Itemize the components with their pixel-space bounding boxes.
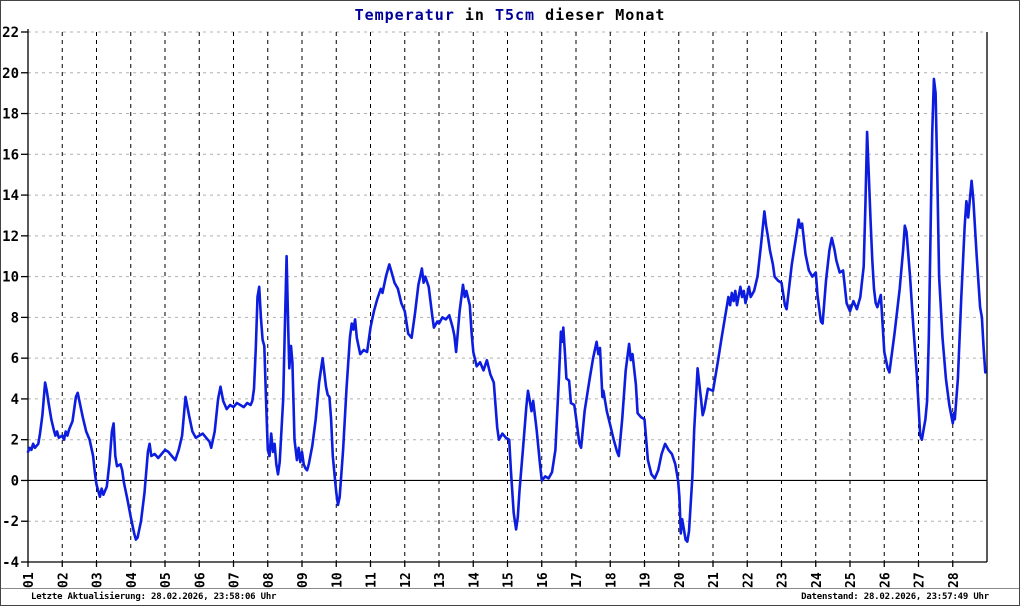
- x-tick-label: 25: [844, 572, 859, 588]
- x-tick-label: 24: [810, 572, 825, 588]
- y-tick-label: 4: [11, 392, 19, 408]
- x-tick-label: 15: [502, 572, 517, 588]
- x-tick-label: 20: [673, 572, 688, 588]
- x-tick-label: 06: [193, 572, 208, 588]
- y-tick-label: 18: [2, 107, 19, 123]
- x-tick-label: 10: [330, 572, 345, 588]
- x-tick-label: 07: [228, 572, 243, 588]
- page-title: Temperatur in T5cm dieser Monat: [1, 6, 1019, 24]
- temperature-series-line: [26, 77, 987, 543]
- x-tick-label: 02: [56, 572, 71, 588]
- x-tick-label: 11: [365, 572, 380, 588]
- status-bar: Letzte Aktualisierung: 28.02.2026, 23:58…: [1, 588, 1019, 605]
- y-tick-label: 10: [2, 270, 19, 286]
- x-tick-label: 19: [639, 572, 654, 588]
- x-tick-label: 23: [776, 572, 791, 588]
- y-tick-label: 2: [11, 433, 19, 449]
- x-tick-label: 28: [947, 572, 962, 588]
- x-tick-label: 14: [467, 572, 482, 588]
- x-tick-label: 18: [604, 572, 619, 588]
- y-tick-label: 22: [2, 25, 19, 41]
- x-tick-label: 26: [878, 572, 893, 588]
- x-tick-label: 17: [570, 572, 585, 588]
- x-tick-label: 08: [262, 572, 277, 588]
- x-tick-label: 09: [296, 572, 311, 588]
- x-tick-label: 22: [741, 572, 756, 588]
- title-sensor-label: T5cm: [494, 6, 536, 24]
- y-tick-label: 20: [2, 66, 19, 82]
- x-tick-label: 27: [913, 572, 928, 588]
- x-tick-label: 21: [707, 572, 722, 588]
- x-tick-label: 05: [159, 572, 174, 588]
- title-period-label: dieser Monat: [545, 6, 666, 24]
- x-tick-label: 16: [536, 572, 551, 588]
- y-tick-label: -4: [2, 555, 19, 571]
- x-tick-label: 04: [125, 572, 140, 588]
- x-tick-label: 13: [433, 572, 448, 588]
- y-tick-label: -2: [2, 514, 19, 530]
- last-update-text: Letzte Aktualisierung: 28.02.2026, 23:58…: [31, 592, 277, 602]
- y-tick-label: 16: [2, 147, 19, 163]
- y-tick-label: 12: [2, 229, 19, 245]
- x-tick-label: 03: [91, 572, 106, 588]
- title-connector: in: [464, 6, 485, 24]
- x-tick-label: 01: [22, 572, 37, 588]
- x-tick-label: 12: [399, 572, 414, 588]
- data-timestamp-text: Datenstand: 28.02.2026, 23:57:49 Uhr: [801, 592, 989, 602]
- y-tick-label: 6: [11, 351, 19, 367]
- y-tick-label: 0: [11, 473, 19, 489]
- title-station-part: Temperatur: [354, 6, 455, 24]
- y-tick-label: 14: [2, 188, 19, 204]
- y-tick-label: 8: [11, 310, 19, 326]
